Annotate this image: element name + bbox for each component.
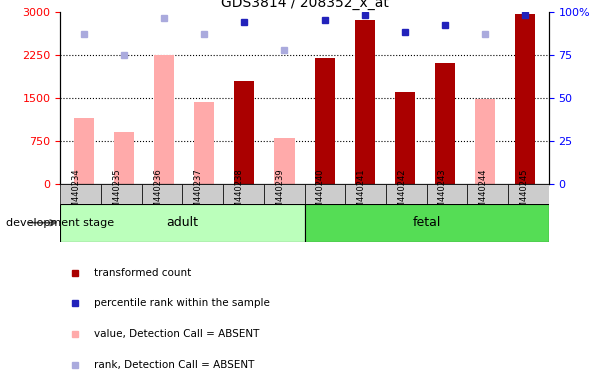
Bar: [508, 184, 549, 204]
Bar: [467, 184, 508, 204]
Bar: [194, 102, 215, 184]
Bar: [305, 184, 345, 204]
Text: fetal: fetal: [412, 216, 441, 229]
Text: GSM440237: GSM440237: [194, 169, 203, 219]
Text: GSM440239: GSM440239: [275, 169, 284, 219]
Bar: [115, 132, 134, 184]
Bar: [515, 14, 535, 184]
Text: GSM440234: GSM440234: [72, 169, 81, 219]
Text: percentile rank within the sample: percentile rank within the sample: [95, 298, 270, 308]
Bar: [154, 55, 174, 184]
Text: value, Detection Call = ABSENT: value, Detection Call = ABSENT: [95, 329, 260, 339]
Title: GDS3814 / 208352_x_at: GDS3814 / 208352_x_at: [221, 0, 388, 10]
Bar: [101, 184, 142, 204]
Text: GSM440244: GSM440244: [479, 169, 488, 219]
Bar: [60, 204, 305, 242]
Text: GSM440240: GSM440240: [316, 169, 325, 219]
Text: transformed count: transformed count: [95, 268, 192, 278]
Bar: [74, 118, 94, 184]
Text: GSM440242: GSM440242: [397, 169, 406, 219]
Bar: [394, 92, 415, 184]
Bar: [386, 184, 427, 204]
Text: development stage: development stage: [6, 218, 114, 228]
Bar: [235, 81, 254, 184]
Text: GSM440245: GSM440245: [519, 169, 528, 219]
Bar: [274, 138, 294, 184]
Text: GSM440236: GSM440236: [153, 169, 162, 219]
Text: rank, Detection Call = ABSENT: rank, Detection Call = ABSENT: [95, 360, 255, 370]
Text: GSM440235: GSM440235: [112, 169, 121, 219]
Text: GSM440241: GSM440241: [356, 169, 365, 219]
Text: GSM440243: GSM440243: [438, 169, 447, 219]
Text: adult: adult: [166, 216, 198, 229]
Bar: [223, 184, 264, 204]
Bar: [435, 63, 455, 184]
Bar: [355, 20, 374, 184]
Bar: [475, 99, 494, 184]
Bar: [60, 184, 101, 204]
Bar: [315, 58, 335, 184]
Bar: [264, 184, 305, 204]
Bar: [427, 184, 467, 204]
Bar: [305, 204, 549, 242]
Bar: [142, 184, 183, 204]
Text: GSM440238: GSM440238: [235, 169, 244, 219]
Bar: [345, 184, 386, 204]
Bar: [182, 184, 223, 204]
